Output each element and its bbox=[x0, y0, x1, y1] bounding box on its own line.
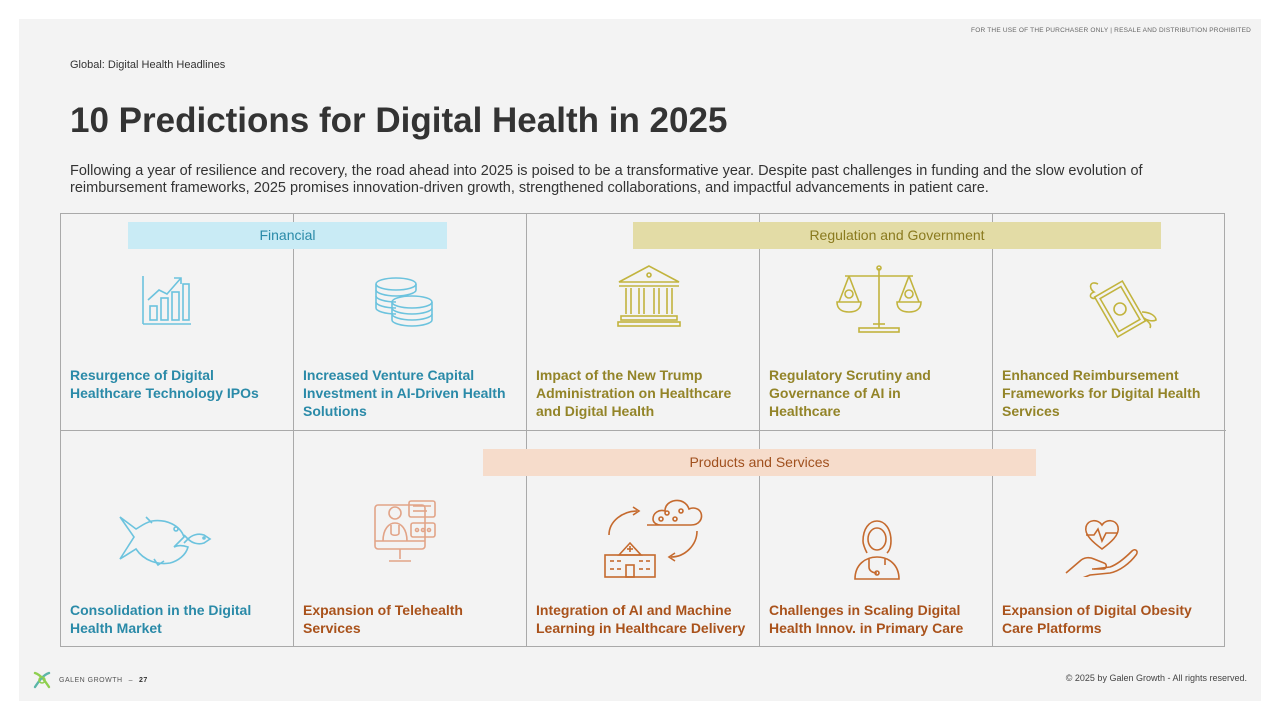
predictions-grid: Resurgence of Digital Healthcare Technol… bbox=[60, 213, 1226, 647]
flying-money-icon bbox=[1089, 279, 1157, 339]
slide: FOR THE USE OF THE PURCHASER ONLY | RESA… bbox=[19, 19, 1261, 701]
prediction-cell: Expansion of Telehealth Services bbox=[294, 431, 527, 646]
heart-hand-icon bbox=[1065, 519, 1138, 577]
category-banner-financial: Financial bbox=[128, 222, 447, 249]
scales-icon bbox=[836, 265, 922, 333]
prediction-cell: Increased Venture Capital Investment in … bbox=[294, 214, 527, 431]
intro-paragraph: Following a year of resilience and recov… bbox=[70, 163, 1143, 196]
prediction-label: Increased Venture Capital Investment in … bbox=[303, 367, 506, 419]
prediction-label: Expansion of Digital Obesity Care Platfo… bbox=[1002, 602, 1192, 636]
prediction-cell: Challenges in Scaling Digital Health Inn… bbox=[760, 431, 993, 646]
coins-icon bbox=[375, 277, 433, 327]
disclaimer: FOR THE USE OF THE PURCHASER ONLY | RESA… bbox=[971, 27, 1251, 34]
prediction-label: Integration of AI and Machine Learning i… bbox=[536, 602, 746, 636]
prediction-label: Consolidation in the Digital Health Mark… bbox=[70, 602, 252, 636]
prediction-label: Expansion of Telehealth Services bbox=[303, 602, 463, 636]
government-building-icon bbox=[617, 265, 681, 327]
page-separator: – bbox=[128, 676, 133, 684]
prediction-label: Challenges in Scaling Digital Health Inn… bbox=[769, 602, 964, 636]
category-banner-regulation: Regulation and Government bbox=[633, 222, 1161, 249]
prediction-cell: Expansion of Digital Obesity Care Platfo… bbox=[993, 431, 1226, 646]
page-title: 10 Predictions for Digital Health in 202… bbox=[70, 101, 728, 140]
prediction-label: Enhanced Reimbursement Frameworks for Di… bbox=[1002, 367, 1201, 419]
galen-growth-logo-icon bbox=[33, 671, 51, 689]
telehealth-doctor-icon bbox=[374, 500, 436, 562]
prediction-cell: Integration of AI and Machine Learning i… bbox=[527, 431, 760, 646]
page-number: 27 bbox=[138, 676, 148, 684]
big-fish-small-fish-icon bbox=[119, 516, 212, 567]
prediction-cell: Resurgence of Digital Healthcare Technol… bbox=[61, 214, 294, 431]
prediction-label: Resurgence of Digital Healthcare Technol… bbox=[70, 367, 259, 401]
footer-brand: GALEN GROWTH – 27 bbox=[31, 669, 148, 691]
growth-chart-icon bbox=[142, 276, 191, 325]
prediction-cell: Consolidation in the Digital Health Mark… bbox=[61, 431, 294, 646]
prediction-cell: Regulatory Scrutiny and Governance of AI… bbox=[760, 214, 993, 431]
cloud-hospital-icon bbox=[604, 499, 703, 578]
copyright: © 2025 by Galen Growth - All rights rese… bbox=[1065, 673, 1247, 683]
prediction-label: Impact of the New Trump Administration o… bbox=[536, 367, 732, 419]
prediction-cell: Impact of the New Trump Administration o… bbox=[527, 214, 760, 431]
prediction-label: Regulatory Scrutiny and Governance of AI… bbox=[769, 367, 931, 419]
breadcrumb: Global: Digital Health Headlines bbox=[70, 59, 226, 71]
doctor-icon bbox=[854, 520, 900, 580]
brand-name: GALEN GROWTH bbox=[59, 676, 123, 684]
category-banner-products: Products and Services bbox=[483, 449, 1036, 476]
prediction-cell: Enhanced Reimbursement Frameworks for Di… bbox=[993, 214, 1226, 431]
